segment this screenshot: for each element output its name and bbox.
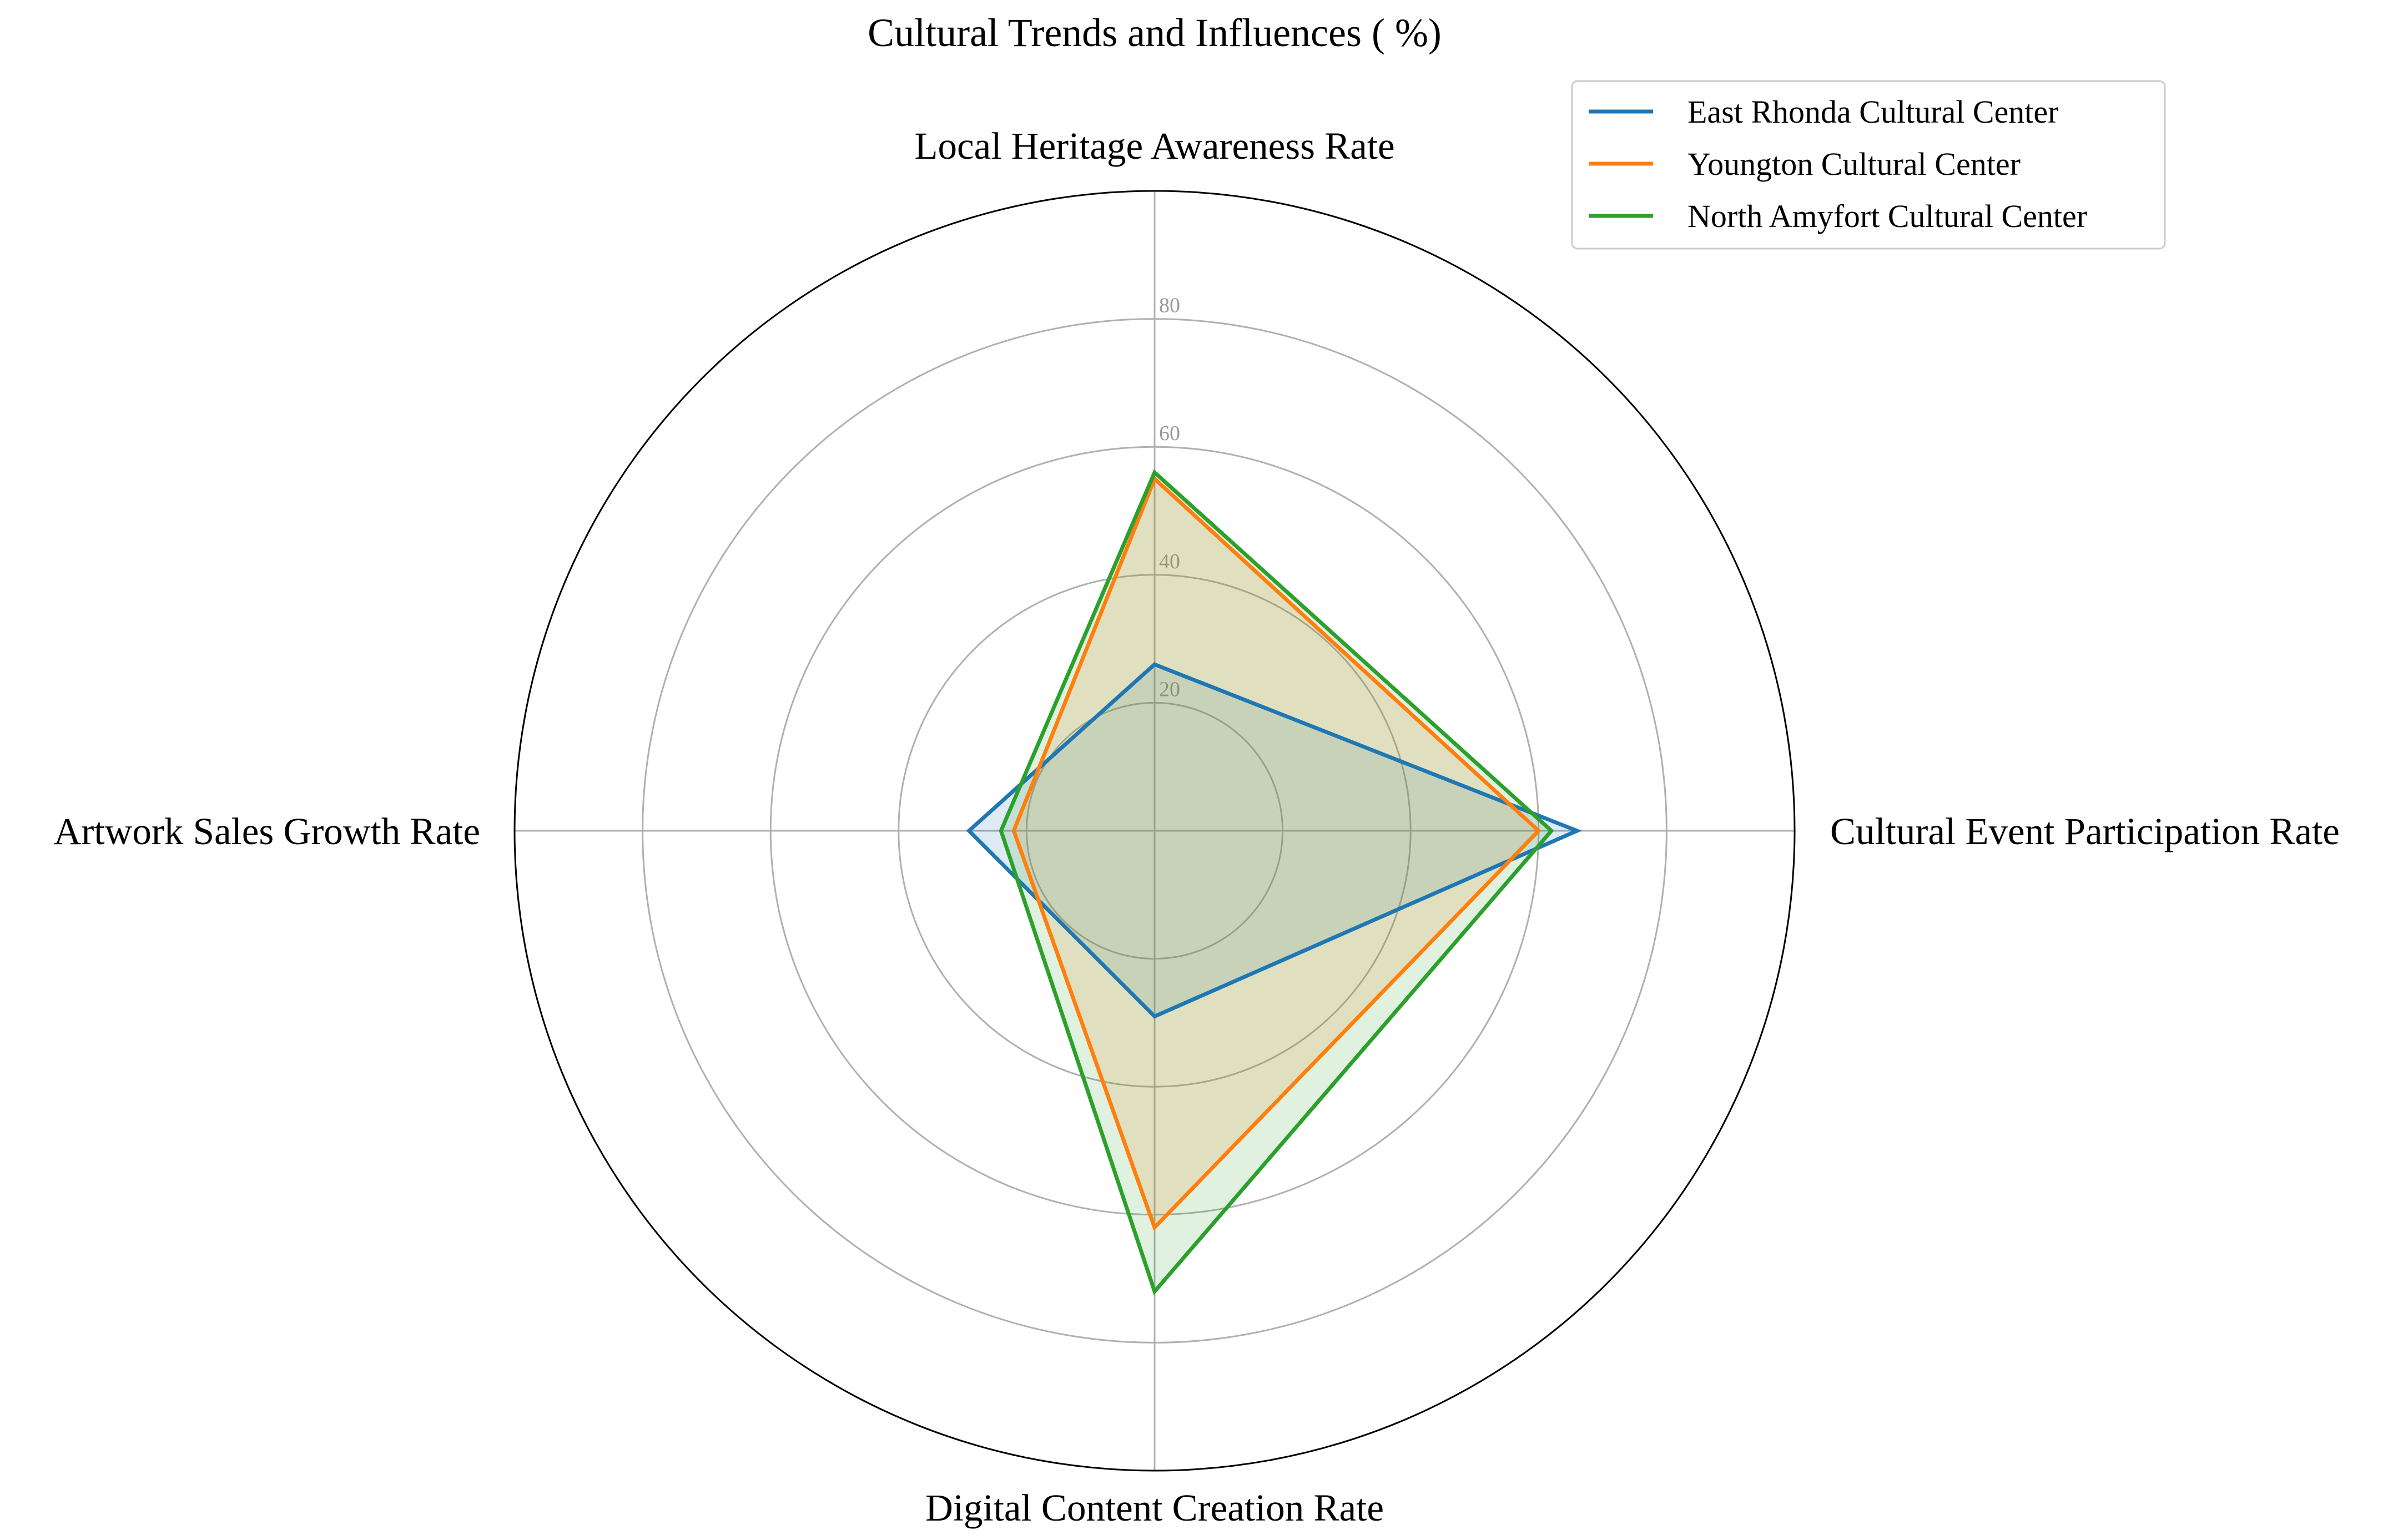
series-layer bbox=[966, 469, 1583, 1296]
chart-title: Cultural Trends and Influences ( %) bbox=[868, 11, 1442, 55]
radial-tick-label: 60 bbox=[1159, 422, 1180, 445]
radial-tick-label: 40 bbox=[1159, 550, 1180, 573]
category-axis-label: Digital Content Creation Rate bbox=[925, 1487, 1384, 1529]
category-axis-label: Artwork Sales Growth Rate bbox=[54, 810, 480, 852]
series-line bbox=[999, 469, 1554, 1296]
legend-label: North Amyfort Cultural Center bbox=[1687, 198, 2087, 234]
radial-tick-label: 20 bbox=[1159, 678, 1180, 701]
series-line bbox=[1011, 475, 1541, 1231]
legend-frame bbox=[1571, 80, 2166, 250]
category-axis-label: Local Heritage Awareness Rate bbox=[914, 125, 1394, 167]
series-fill-area bbox=[969, 664, 1577, 1017]
polar-grid: 20 40 60 80 bbox=[513, 190, 1796, 1472]
radial-tick-label: 80 bbox=[1159, 294, 1180, 317]
legend-label: East Rhonda Cultural Center bbox=[1687, 94, 2058, 130]
polar-frame bbox=[513, 190, 1796, 1472]
series-fill-area bbox=[1014, 478, 1539, 1228]
axis-labels: Local Heritage Awareness Rate Cultural Ev… bbox=[54, 125, 2340, 1529]
category-axis-label: Cultural Event Participation Rate bbox=[1830, 810, 2340, 852]
legend: East Rhonda Cultural Center Youngton Cult… bbox=[1571, 80, 2166, 250]
series-line bbox=[966, 662, 1583, 1019]
legend-label: Youngton Cultural Center bbox=[1687, 146, 2021, 182]
